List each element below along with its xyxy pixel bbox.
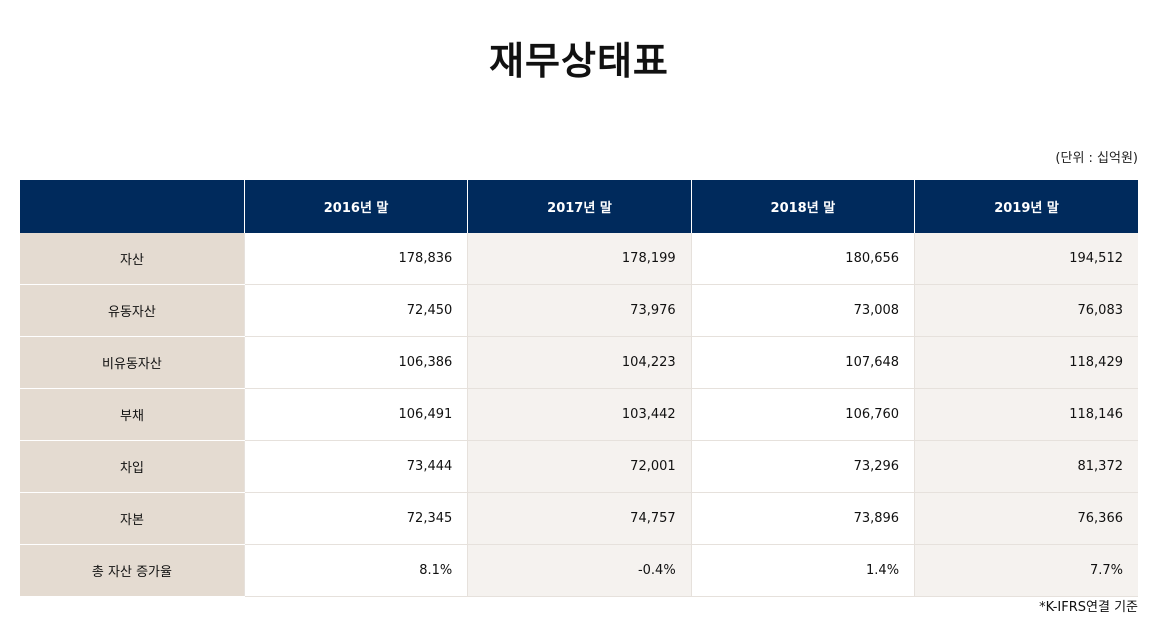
table-row: 차입 73,444 72,001 73,296 81,372 <box>20 440 1138 493</box>
table-cell: 76,366 <box>914 492 1138 545</box>
table-row: 유동자산 72,450 73,976 73,008 76,083 <box>20 284 1138 337</box>
table-cell: 178,836 <box>243 233 468 285</box>
table-cell: -0.4% <box>467 544 692 597</box>
table-cell: 8.1% <box>243 544 468 597</box>
table-cell: 72,001 <box>467 440 692 493</box>
table-cell: 107,648 <box>690 336 915 389</box>
table-cell: 106,386 <box>243 336 468 389</box>
page-title: 재무상태표 <box>489 39 669 83</box>
row-label: 차입 <box>20 440 245 493</box>
row-label: 비유동자산 <box>20 336 245 389</box>
table-cell: 118,429 <box>914 336 1138 389</box>
row-label: 유동자산 <box>20 284 245 337</box>
table-row: 비유동자산 106,386 104,223 107,648 118,429 <box>20 336 1138 389</box>
table-cell: 73,896 <box>690 492 915 545</box>
table-cell: 73,008 <box>690 284 915 337</box>
table-cell: 104,223 <box>467 336 692 389</box>
table-cell: 106,760 <box>690 388 915 441</box>
table-row: 자본 72,345 74,757 73,896 76,366 <box>20 492 1138 545</box>
table-cell: 73,976 <box>467 284 692 337</box>
table-row: 총 자산 증가율 8.1% -0.4% 1.4% 7.7% <box>20 544 1138 597</box>
table-cell: 81,372 <box>914 440 1138 493</box>
table-cell: 73,444 <box>243 440 468 493</box>
table-row: 부채 106,491 103,442 106,760 118,146 <box>20 388 1138 441</box>
row-label: 자본 <box>20 492 245 545</box>
footnote: *K-IFRS연결 기준 <box>1039 600 1138 615</box>
header-cell-2017: 2017년 말 <box>467 180 692 233</box>
table-row: 자산 178,836 178,199 180,656 194,512 <box>20 233 1138 285</box>
row-label: 부채 <box>20 388 245 441</box>
table-cell: 103,442 <box>467 388 692 441</box>
header-cell-2018: 2018년 말 <box>690 180 915 233</box>
table-cell: 76,083 <box>914 284 1138 337</box>
table-cell: 74,757 <box>467 492 692 545</box>
header-cell-2019: 2019년 말 <box>914 180 1138 233</box>
header-row: 2016년 말 2017년 말 2018년 말 2019년 말 <box>20 180 1138 233</box>
header-cell-2016: 2016년 말 <box>243 180 468 233</box>
unit-note: (단위 : 십억원) <box>1055 151 1138 166</box>
row-label: 총 자산 증가율 <box>20 544 245 597</box>
table-cell: 72,450 <box>243 284 468 337</box>
header-cell-blank <box>20 180 245 233</box>
table-cell: 106,491 <box>243 388 468 441</box>
row-label: 자산 <box>20 233 245 285</box>
table-cell: 118,146 <box>914 388 1138 441</box>
table-cell: 73,296 <box>690 440 915 493</box>
table-cell: 178,199 <box>467 233 692 285</box>
table-cell: 180,656 <box>690 233 915 285</box>
table-cell: 7.7% <box>914 544 1138 597</box>
table-cell: 1.4% <box>690 544 915 597</box>
financial-table: 2016년 말 2017년 말 2018년 말 2019년 말 자산 178,8… <box>20 180 1138 597</box>
table-cell: 194,512 <box>914 233 1138 285</box>
table-cell: 72,345 <box>243 492 468 545</box>
